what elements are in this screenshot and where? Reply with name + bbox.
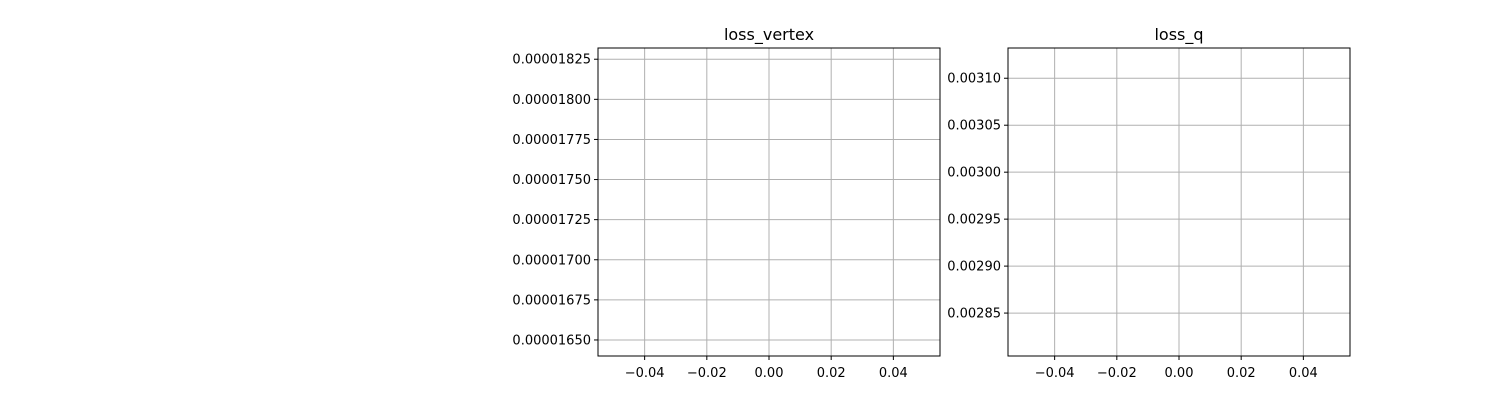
loss-vertex-y-tick-label: 0.00001750 <box>512 173 591 188</box>
loss-vertex-y-tick-label: 0.00001825 <box>512 53 591 68</box>
loss-vertex-x-tick-label: −0.04 <box>625 366 665 381</box>
loss-vertex-y-tick-label: 0.00001775 <box>512 133 591 148</box>
loss-q-y-tick-label: 0.00300 <box>947 166 1001 181</box>
loss-vertex-y-tick-label: 0.00001700 <box>512 253 591 268</box>
loss-vertex-x-tick-label: 0.00 <box>755 366 784 381</box>
loss-q-x-tick-label: −0.02 <box>1097 366 1137 381</box>
loss-vertex-y-tick-label: 0.00001650 <box>512 333 591 348</box>
loss-q-y-tick-label: 0.00290 <box>947 260 1001 275</box>
loss-q-grid <box>1008 48 1350 356</box>
loss-vertex-y-tick-label: 0.00001800 <box>512 93 591 108</box>
loss-vertex-ticks: −0.04 −0.02 0.00 0.02 0.04 0.00001650 0.000016… <box>512 53 907 381</box>
loss-vertex-y-tick-label: 0.00001725 <box>512 213 591 228</box>
loss-q-y-tick-label: 0.00295 <box>947 213 1001 228</box>
loss-q-x-tick-label: −0.04 <box>1035 366 1075 381</box>
loss-q-y-tick-label: 0.00310 <box>947 72 1001 87</box>
loss-q-x-tick-label: 0.04 <box>1289 366 1318 381</box>
loss-q-y-tick-label: 0.00305 <box>947 119 1001 134</box>
loss-vertex-x-tick-label: 0.04 <box>879 366 908 381</box>
loss-vertex-x-tick-label: 0.02 <box>817 366 846 381</box>
loss-vertex-axes-frame <box>597 47 941 357</box>
loss-q-x-tick-label: 0.00 <box>1165 366 1194 381</box>
loss-q-x-tick-label: 0.02 <box>1227 366 1256 381</box>
loss-vertex-x-tick-label: −0.02 <box>687 366 727 381</box>
loss-vertex-y-tick-label: 0.00001675 <box>512 293 591 308</box>
loss-q-ticks: −0.04 −0.02 0.00 0.02 0.04 0.00285 0.00290 0.00… <box>947 72 1318 381</box>
loss-q-axes-frame <box>1007 47 1351 357</box>
loss-vertex-title: loss_vertex <box>724 25 814 45</box>
loss-q-panel: loss_q −0.04 −0.02 0.00 0.02 0.04 0.00285 0.00… <box>947 25 1351 381</box>
loss-q-y-tick-label: 0.00285 <box>947 307 1001 322</box>
loss-vertex-grid <box>598 48 940 356</box>
loss-vertex-panel: loss_vertex −0.04 −0.02 0.00 0.02 0.04 0.0000… <box>512 25 941 381</box>
loss-q-title: loss_q <box>1154 25 1203 45</box>
